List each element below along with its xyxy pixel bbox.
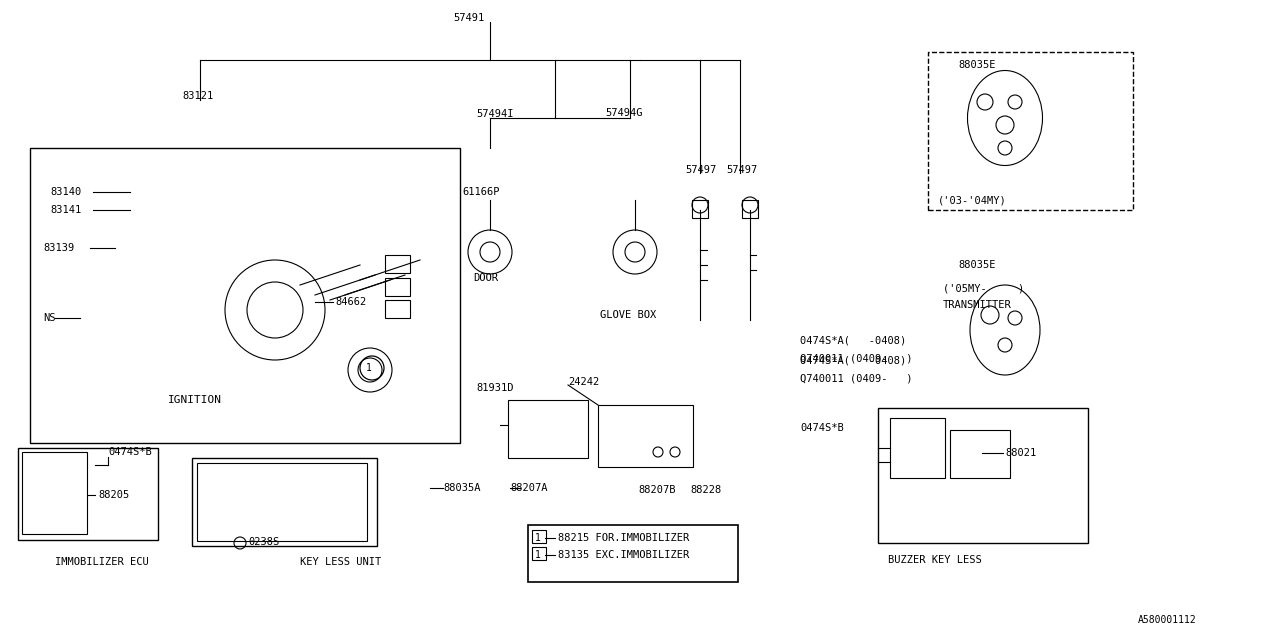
Bar [197,463,367,541]
Text: DOOR: DOOR [474,273,498,283]
Bar [532,530,547,543]
Text: 88207A: 88207A [509,483,548,493]
Text: KEY LESS UNIT: KEY LESS UNIT [300,557,381,567]
Text: NS: NS [44,313,55,323]
Text: 83141: 83141 [50,205,81,215]
Text: 88207B: 88207B [637,485,676,495]
Bar [598,405,692,467]
Text: 1: 1 [535,550,541,560]
Bar [532,547,547,560]
Text: 88035E: 88035E [957,60,996,70]
Bar [742,200,758,218]
Text: 57494G: 57494G [605,108,643,118]
Text: 57497: 57497 [726,165,758,175]
Text: 0474S*A(   -0408): 0474S*A( -0408) [800,335,906,345]
Text: 88215 FOR.IMMOBILIZER: 88215 FOR.IMMOBILIZER [558,533,689,543]
Text: 88035E: 88035E [957,260,996,270]
Bar [508,400,588,458]
Text: IMMOBILIZER ECU: IMMOBILIZER ECU [55,557,148,567]
Text: 83140: 83140 [50,187,81,197]
Text: 0474S*B: 0474S*B [800,423,844,433]
Text: 1: 1 [535,533,541,543]
Bar [950,430,1010,478]
Bar [890,418,945,478]
Text: 88021: 88021 [1005,448,1037,458]
Text: TRANSMITTER: TRANSMITTER [943,300,1011,310]
Text: A580001112: A580001112 [1138,615,1197,625]
Text: 83139: 83139 [44,243,74,253]
Bar [192,458,378,546]
Text: 0474S*B: 0474S*B [108,447,152,457]
Text: ('03-'04MY): ('03-'04MY) [938,195,1007,205]
Bar [385,300,410,318]
Text: 57497: 57497 [685,165,717,175]
Text: GLOVE BOX: GLOVE BOX [600,310,657,320]
Text: IGNITION: IGNITION [168,395,221,405]
Text: 24242: 24242 [568,377,599,387]
Text: Q740011 (0409-   ): Q740011 (0409- ) [800,353,913,363]
Text: 84662: 84662 [335,297,366,307]
Text: 0238S: 0238S [248,537,279,547]
Bar [385,278,410,296]
Text: 81931D: 81931D [476,383,513,393]
Text: 61166P: 61166P [462,187,499,197]
Text: 0474S*A(   -0408): 0474S*A( -0408) [800,355,906,365]
Text: 88205: 88205 [99,490,129,500]
Bar [18,448,157,540]
Text: ('05MY-     ): ('05MY- ) [943,283,1024,293]
Text: 57494I: 57494I [476,109,513,119]
Text: 83135 EXC.IMMOBILIZER: 83135 EXC.IMMOBILIZER [558,550,689,560]
Bar [22,452,87,534]
Text: 83121: 83121 [182,91,214,101]
Text: 88228: 88228 [690,485,721,495]
Text: 88035A: 88035A [443,483,480,493]
Text: 57491: 57491 [453,13,484,23]
Bar [878,408,1088,543]
Text: Q740011 (0409-   ): Q740011 (0409- ) [800,373,913,383]
Text: BUZZER KEY LESS: BUZZER KEY LESS [888,555,982,565]
Bar [928,52,1133,210]
Bar [29,148,460,443]
Text: 1: 1 [366,363,372,373]
Bar [692,200,708,218]
Bar [385,255,410,273]
Bar [529,525,739,582]
